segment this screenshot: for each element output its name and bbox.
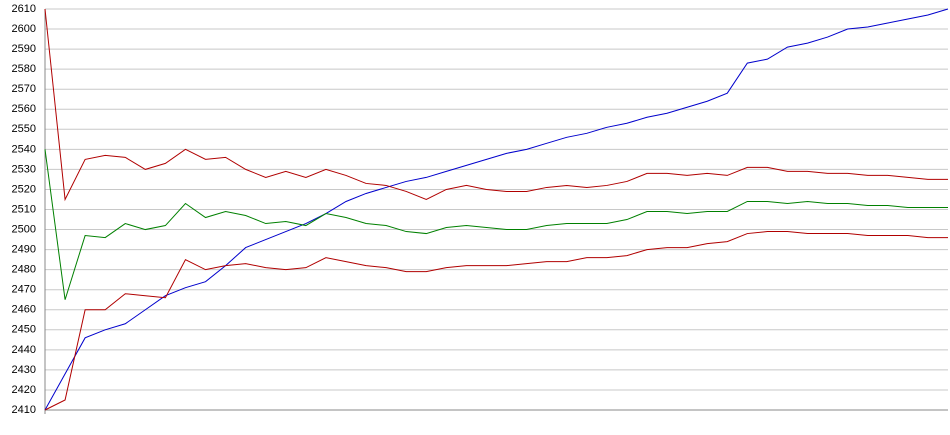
y-tick-label: 2420 [12, 384, 36, 396]
y-tick-label: 2550 [12, 123, 36, 135]
y-tick-label: 2560 [12, 103, 36, 115]
y-tick-label: 2440 [12, 344, 36, 356]
y-tick-label: 2410 [12, 404, 36, 416]
y-tick-label: 2600 [12, 23, 36, 35]
line-series [44, 8, 949, 411]
y-tick-label: 2520 [12, 183, 36, 195]
y-tick-label: 2480 [12, 264, 36, 276]
line-series [44, 231, 948, 411]
y-tick-label: 2450 [12, 324, 36, 336]
line-series [44, 8, 948, 202]
y-tick-label: 2570 [12, 83, 36, 95]
y-tick-label: 2610 [12, 3, 36, 15]
y-tick-label: 2460 [12, 304, 36, 316]
y-tick-label: 2530 [12, 163, 36, 175]
y-tick-label: 2490 [12, 244, 36, 256]
line-series [44, 149, 948, 300]
y-tick-label: 2590 [12, 43, 36, 55]
y-tick-label: 2430 [12, 364, 36, 376]
y-tick-label: 2470 [12, 284, 36, 296]
y-tick-label: 2580 [12, 63, 36, 75]
y-tick-label: 2510 [12, 203, 36, 215]
y-tick-label: 2540 [12, 143, 36, 155]
y-tick-label: 2500 [12, 223, 36, 235]
